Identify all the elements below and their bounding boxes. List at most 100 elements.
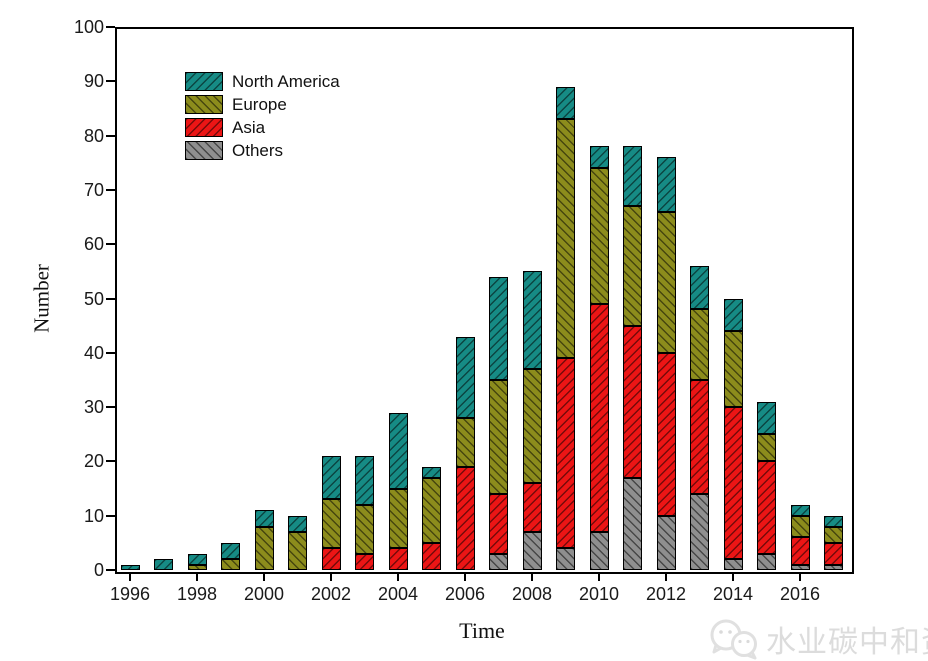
legend-item: Others (185, 139, 340, 162)
bar-segment-europe (790, 515, 810, 538)
y-tick-label: 70 (83, 179, 104, 200)
bar-segment-asia (455, 466, 475, 570)
bar-segment-europe (489, 379, 508, 494)
bar-segment-asia (723, 407, 743, 560)
x-tick-label: 1998 (176, 584, 218, 604)
bar-segment-others (757, 553, 776, 570)
bar-segment-asia (690, 379, 709, 494)
bar-segment-north-america (355, 455, 374, 505)
bar-segment-north-america (824, 515, 843, 527)
y-tick (106, 297, 115, 300)
legend: North America Europe Asia Others (185, 70, 340, 162)
bar-segment-asia (355, 553, 374, 570)
x-tick (263, 572, 265, 581)
bar-segment-asia (757, 461, 776, 554)
bar-segment-north-america (589, 146, 609, 169)
y-tick (106, 569, 115, 571)
y-tick (106, 26, 115, 28)
bar-segment-others (522, 531, 542, 570)
y-tick-label: 10 (83, 505, 104, 526)
bar-segment-others (723, 559, 743, 570)
bar-segment-asia (790, 537, 810, 565)
legend-item: Asia (185, 116, 340, 139)
y-tick-label: 60 (83, 234, 104, 255)
legend-label: North America (232, 71, 340, 91)
bar-segment-europe (623, 206, 642, 326)
bar-segment-asia (623, 325, 642, 478)
bar-segment-north-america (221, 542, 240, 560)
x-tick (799, 572, 801, 581)
y-tick-label: 90 (83, 71, 104, 92)
bar-segment-north-america (522, 271, 542, 370)
bar-segment-europe (656, 211, 676, 353)
y-tick-label: 20 (83, 451, 104, 472)
bar-segment-asia (388, 548, 408, 570)
bar-segment-others (489, 553, 508, 570)
bar-segment-north-america (656, 157, 676, 212)
y-tick-label: 0 (93, 560, 104, 580)
x-tick (732, 572, 734, 581)
wechat-icon (710, 619, 757, 660)
y-tick-label: 40 (83, 342, 104, 363)
x-tick (196, 572, 198, 581)
bar-segment-asia (656, 352, 676, 516)
bar-segment-north-america (556, 86, 575, 120)
legend-swatch-asia (185, 118, 223, 137)
y-tick (106, 243, 115, 246)
x-tick-label: 2014 (712, 584, 754, 604)
legend-label: Asia (232, 117, 266, 137)
x-tick-label: 2010 (578, 584, 620, 604)
x-tick (464, 572, 466, 581)
bar-segment-asia (422, 542, 441, 570)
bar-segment-europe (589, 168, 609, 304)
x-tick-label: 2016 (779, 584, 821, 604)
bar-segment-europe (355, 504, 374, 554)
bar-segment-europe (288, 531, 307, 570)
bar-segment-north-america (723, 298, 743, 332)
x-tick (330, 572, 332, 581)
bar-segment-others (623, 477, 642, 570)
y-tick-label: 30 (83, 397, 104, 418)
x-tick-label: 2000 (243, 584, 285, 604)
bar-segment-europe (388, 488, 408, 549)
bar-segment-others (656, 515, 676, 570)
bar-segment-others (589, 531, 609, 570)
bar-segment-north-america (187, 553, 207, 565)
bar-segment-others (556, 548, 575, 570)
bar-segment-north-america (690, 265, 709, 310)
bar-segment-north-america (321, 455, 341, 500)
bar-segment-north-america (757, 401, 776, 435)
x-tick-label: 2002 (310, 584, 352, 604)
bar-segment-north-america (254, 510, 274, 527)
x-tick-label: 2012 (645, 584, 687, 604)
bar-segment-north-america (489, 276, 508, 380)
y-tick (106, 351, 115, 354)
bar-segment-asia (556, 358, 575, 549)
bar-segment-asia (522, 483, 542, 532)
bar-segment-north-america (790, 504, 810, 516)
bar-segment-others (824, 564, 843, 570)
legend-item: Europe (185, 93, 340, 116)
y-tick (106, 514, 115, 517)
y-tick (106, 406, 115, 409)
bar-segment-others (690, 493, 709, 570)
y-tick-label: 80 (83, 125, 104, 146)
bar-segment-europe (321, 499, 341, 549)
bar-segment-europe (254, 526, 274, 570)
bar-segment-north-america (422, 466, 441, 478)
y-tick (106, 134, 115, 137)
legend-swatch-others (185, 141, 223, 160)
bar-segment-others (790, 564, 810, 570)
bar-segment-europe (556, 119, 575, 359)
bar-segment-europe (422, 477, 441, 543)
bar-segment-europe (455, 417, 475, 467)
bar-segment-europe (723, 331, 743, 408)
x-tick-label: 2006 (444, 584, 486, 604)
bar-segment-europe (221, 559, 240, 570)
y-tick (106, 460, 115, 463)
x-tick-label: 1996 (109, 584, 151, 604)
x-tick (598, 572, 600, 581)
bar-segment-europe (187, 564, 207, 570)
bar-segment-north-america (288, 515, 307, 532)
bar-segment-north-america (120, 564, 140, 570)
